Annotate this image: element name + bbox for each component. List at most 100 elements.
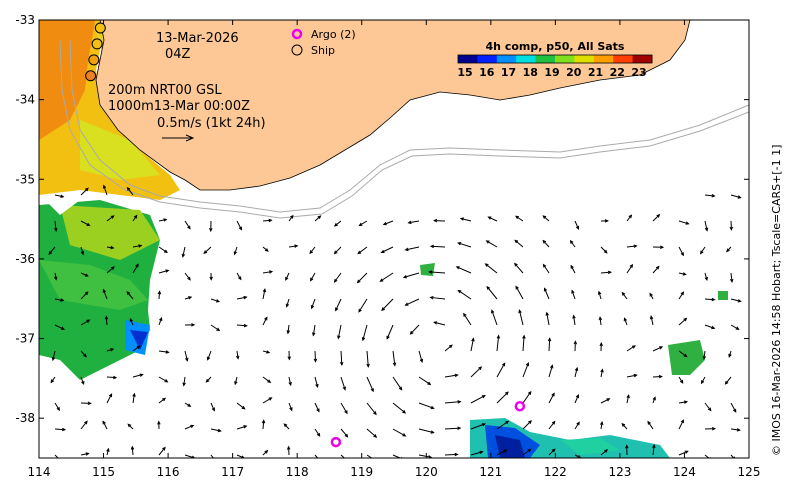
current-vector	[80, 272, 89, 277]
current-vector-head	[216, 327, 221, 332]
current-vector-head	[187, 225, 191, 230]
current-vector	[380, 272, 394, 282]
current-vector	[80, 421, 88, 430]
ship-marker	[94, 22, 106, 34]
current-vector	[624, 318, 628, 326]
current-vector-head	[702, 355, 707, 361]
current-vector-head	[61, 427, 67, 432]
colorbar-frame	[457, 54, 653, 64]
current-vector-head	[315, 383, 319, 389]
current-vector-head	[551, 420, 556, 425]
current-vector-head	[704, 227, 709, 232]
ship-legend-label: Ship	[311, 44, 335, 57]
current-vector-head	[187, 276, 191, 281]
current-vector	[383, 220, 394, 225]
current-vector	[571, 290, 576, 300]
current-vector	[314, 402, 320, 412]
colorbar-tick-label: 21	[588, 66, 603, 79]
current-vector	[704, 272, 708, 281]
current-vector-head	[514, 262, 518, 267]
date-label: 13-Mar-2026	[156, 31, 239, 46]
current-vector-head	[48, 251, 53, 255]
colorbar: 4h comp, p50, All Sats 15 16 17 18 19 20 21 22 2…	[457, 40, 653, 79]
current-vector-head	[728, 353, 732, 358]
y-tick-label: -37	[15, 332, 35, 346]
current-vector	[158, 291, 161, 300]
current-vector	[730, 272, 733, 282]
current-vector	[418, 428, 434, 434]
current-vector	[678, 450, 688, 456]
current-vector-head	[683, 353, 688, 358]
ship-marker	[91, 38, 103, 50]
current-vector-head	[402, 409, 407, 414]
current-vector	[366, 402, 377, 415]
current-vector	[236, 220, 242, 230]
current-vector	[386, 324, 394, 339]
current-vector-head	[313, 358, 318, 363]
current-vector	[340, 428, 348, 438]
current-vector	[106, 266, 115, 274]
current-vector-head	[290, 214, 294, 219]
current-vector	[570, 265, 576, 274]
current-vector-head	[209, 228, 213, 233]
current-vector	[210, 428, 221, 432]
colorbar-segment	[535, 55, 556, 63]
current-vector	[184, 220, 191, 229]
current-vector-head	[84, 187, 89, 192]
current-vector	[405, 298, 420, 306]
depth-time-label: 1000m13-Mar 00:00Z	[108, 99, 250, 114]
current-vector	[678, 401, 688, 404]
current-vector	[522, 335, 525, 352]
current-vector-head	[647, 420, 651, 425]
colorbar-segment	[555, 55, 575, 63]
current-vector	[126, 291, 134, 300]
current-vector	[700, 246, 706, 254]
colorbar-tick-label: 16	[479, 66, 495, 79]
x-axis: 114 115 116 117 118 119 120 121 122 123 124 125	[28, 20, 760, 479]
colorbar-tick-label: 18	[523, 66, 538, 79]
current-vector	[236, 402, 245, 410]
current-vector	[262, 289, 266, 300]
current-vector-head	[429, 244, 435, 249]
current-vector	[80, 187, 89, 196]
current-vector	[574, 220, 579, 230]
current-vector-head	[283, 423, 288, 428]
current-vector	[542, 215, 550, 222]
current-vector	[158, 376, 168, 383]
current-vector-head	[373, 434, 378, 438]
current-vector-head	[264, 248, 269, 252]
current-vector-head	[433, 218, 438, 223]
current-vector	[314, 428, 321, 437]
current-vector-head	[659, 346, 664, 350]
current-vector-head	[188, 296, 193, 300]
current-vector	[460, 218, 472, 222]
current-vector	[359, 220, 368, 226]
current-vector-head	[262, 288, 267, 293]
colorbar-tick-label: 23	[631, 66, 646, 79]
current-vector	[311, 298, 316, 309]
current-vector-head	[455, 266, 460, 270]
x-tick-label: 114	[28, 465, 51, 479]
current-vector	[127, 187, 134, 196]
current-vector-head	[50, 379, 55, 384]
colorbar-segment	[574, 55, 595, 63]
current-vector-head	[333, 278, 338, 283]
current-vector-head	[599, 420, 604, 426]
current-vector-head	[182, 382, 186, 387]
current-vector	[158, 269, 169, 274]
current-vector	[184, 272, 191, 281]
current-vector	[335, 298, 342, 311]
current-vector-head	[342, 386, 346, 391]
current-vector-head	[515, 215, 520, 220]
current-vector	[105, 316, 108, 326]
current-vector-head	[428, 270, 433, 274]
current-vector-head	[603, 249, 608, 254]
current-vector-head	[505, 391, 509, 396]
current-vector	[132, 374, 143, 378]
current-vector-head	[205, 378, 210, 383]
current-vector-head	[505, 420, 510, 425]
current-vector-head	[185, 357, 189, 362]
current-vector-head	[402, 275, 407, 279]
current-vector	[236, 425, 247, 430]
current-vector-head	[316, 432, 321, 437]
